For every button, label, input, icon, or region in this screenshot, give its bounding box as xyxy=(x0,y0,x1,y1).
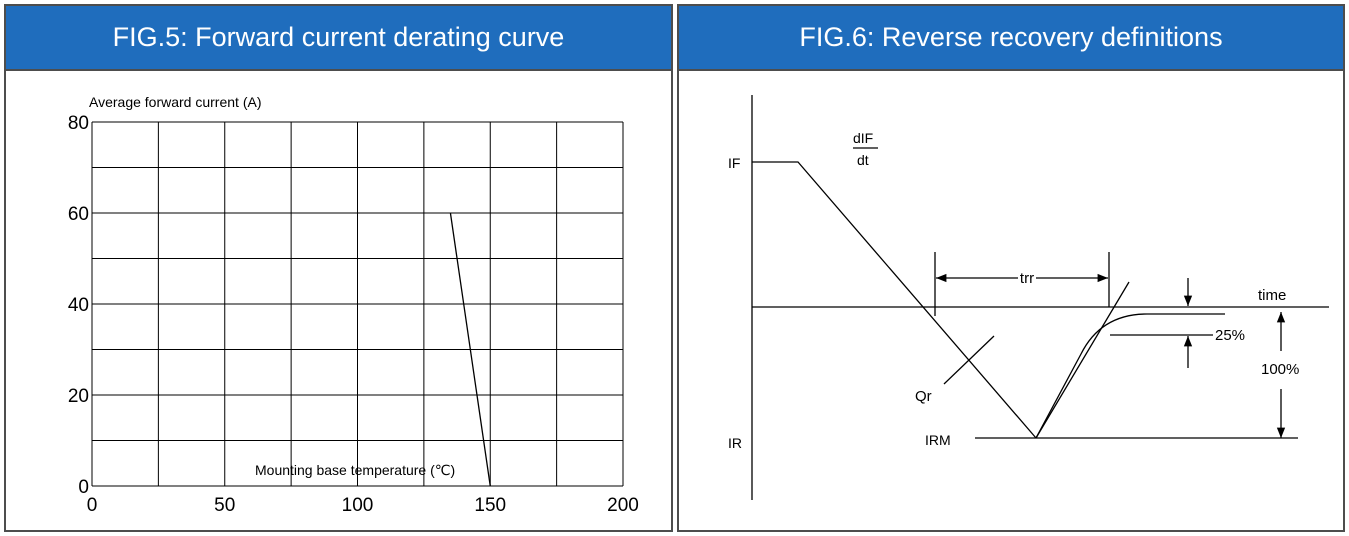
fig5-y-tick-label: 80 xyxy=(68,113,89,134)
fig6-if-label: IF xyxy=(728,155,740,171)
fig5-x-tick-label: 100 xyxy=(342,495,374,516)
fig5-x-tick-label: 0 xyxy=(87,495,98,516)
fig5-x-tick-label: 150 xyxy=(474,495,506,516)
fig5-series xyxy=(449,212,491,487)
fig6-title: FIG.6: Reverse recovery definitions xyxy=(679,6,1343,71)
fig6-current-fall xyxy=(752,161,1037,439)
fig5-x-axis-label: Mounting base temperature (℃) xyxy=(255,462,455,478)
fig6-diagram: IF IR IRM dIF dt trr time 25% 100% Qr xyxy=(728,95,1329,500)
fig6-didt-numerator: dIF xyxy=(853,130,873,146)
fig6-irm-label: IRM xyxy=(925,432,951,448)
fig6-qr-label: Qr xyxy=(915,388,932,405)
fig6-body: IF IR IRM dIF dt trr time 25% 100% Qr xyxy=(679,71,1343,530)
fig6-25-percent-label: 25% xyxy=(1215,327,1245,344)
fig6-didt-denominator: dt xyxy=(857,152,869,168)
fig5-grid xyxy=(91,121,624,487)
fig6-time-label: time xyxy=(1258,287,1286,304)
fig6-qr-leader xyxy=(943,335,995,385)
fig5-panel: FIG.5: Forward current derating curve 0 5… xyxy=(4,4,673,532)
fig5-title: FIG.5: Forward current derating curve xyxy=(6,6,671,71)
fig5-y-tick-label: 60 xyxy=(68,204,89,225)
fig5-derating-line xyxy=(449,212,491,487)
fig5-y-tick-label: 0 xyxy=(78,477,89,498)
fig5-y-tick-label: 20 xyxy=(68,386,89,407)
fig6-100-percent-label: 100% xyxy=(1261,361,1299,378)
fig6-panel: FIG.6: Reverse recovery definitions xyxy=(677,4,1345,532)
fig5-x-tick-label: 50 xyxy=(214,495,235,516)
fig6-ir-label: IR xyxy=(728,435,742,451)
fig5-body: 0 50 100 150 200 0 20 40 60 80 Average forward cu… xyxy=(6,71,671,530)
fig6-current-recovery xyxy=(1035,313,1225,439)
fig6-trr-label: trr xyxy=(1020,270,1034,287)
fig5-y-axis-label: Average forward current (A) xyxy=(89,94,261,110)
fig5-ticks: 0 50 100 150 200 0 20 40 60 80 xyxy=(68,113,639,516)
fig6-recovery-tangent xyxy=(1035,281,1130,439)
fig5-x-tick-label: 200 xyxy=(607,495,639,516)
fig5-chart: 0 50 100 150 200 0 20 40 60 80 Average forward cu… xyxy=(68,94,639,516)
fig5-y-tick-label: 40 xyxy=(68,295,89,316)
